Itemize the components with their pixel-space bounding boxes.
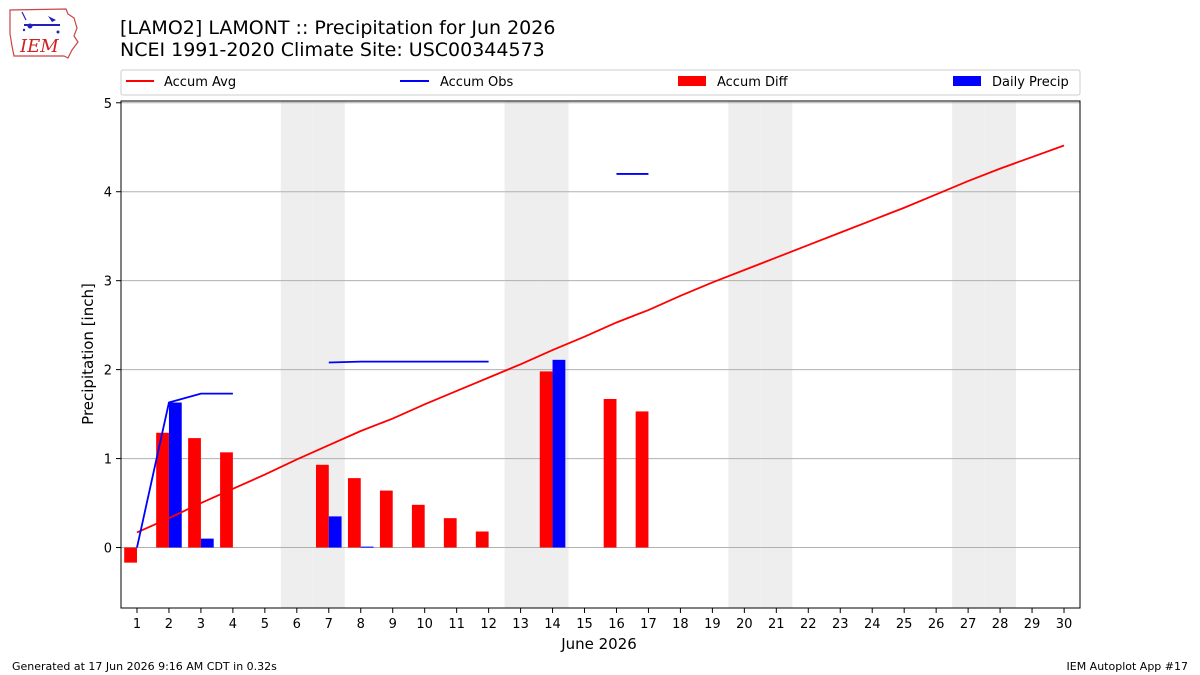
accum-diff-bar-11 — [443, 518, 457, 548]
x-tick-label-16: 16 — [608, 617, 625, 632]
accum-diff-bar-7 — [315, 464, 329, 548]
x-tick-label-14: 14 — [544, 617, 561, 632]
x-tick-label-23: 23 — [832, 617, 849, 632]
x-tick-label-24: 24 — [864, 617, 881, 632]
x-tick-label-13: 13 — [512, 617, 529, 632]
accum-obs-line-1 — [136, 392, 233, 548]
weekend-shading — [280, 101, 1017, 608]
weekend-band-20 — [728, 101, 761, 608]
x-tick-label-18: 18 — [672, 617, 689, 632]
weekend-band-13 — [504, 101, 537, 608]
generated-timestamp: Generated at 17 Jun 2026 9:16 AM CDT in … — [12, 660, 277, 673]
x-tick-label-30: 30 — [1056, 617, 1073, 632]
chart-title: [LAMO2] LAMONT :: Precipitation for Jun … — [120, 17, 555, 61]
x-tick-label-19: 19 — [704, 617, 721, 632]
y-tick-label-4: 4 — [104, 186, 112, 201]
bars-layer — [124, 359, 649, 563]
x-tick-label-17: 17 — [640, 617, 657, 632]
svg-text:IEM: IEM — [19, 36, 59, 57]
legend: Accum Avg Accum Obs Accum Diff Daily Pre… — [120, 69, 1081, 96]
x-tick-label-6: 6 — [293, 617, 301, 632]
y-axis-label: Precipitation [inch] — [79, 283, 97, 425]
accum-diff-bar-1 — [124, 547, 137, 563]
x-tick-label-28: 28 — [992, 617, 1009, 632]
x-tick-label-20: 20 — [736, 617, 753, 632]
accum-diff-bar-3 — [188, 438, 201, 548]
y-tick-label-3: 3 — [104, 275, 112, 290]
y-axis-ticks: 0 1 2 3 4 5 — [104, 97, 121, 557]
daily-precip-bar-14 — [552, 359, 566, 548]
x-tick-label-4: 4 — [229, 617, 237, 632]
plot-frame — [120, 100, 1081, 609]
x-tick-label-25: 25 — [896, 617, 913, 632]
accum-avg-line — [136, 144, 1065, 534]
app-identifier: IEM Autoplot App #17 — [1066, 660, 1189, 673]
x-tick-label-22: 22 — [800, 617, 817, 632]
iowa-state-outline-icon: IEM — [9, 8, 79, 59]
weekend-band-6 — [280, 101, 313, 608]
x-tick-label-21: 21 — [768, 617, 785, 632]
x-tick-label-3: 3 — [197, 617, 205, 632]
x-tick-label-26: 26 — [928, 617, 945, 632]
y-tick-label-5: 5 — [104, 97, 112, 112]
daily-precip-bar-3 — [200, 538, 214, 548]
legend-swatch-daily-precip — [953, 76, 981, 86]
accum-diff-bar-17 — [635, 411, 649, 548]
accum-diff-bar-16 — [603, 398, 617, 548]
x-tick-label-12: 12 — [480, 617, 497, 632]
daily-precip-bar-7 — [328, 516, 342, 548]
accum-obs-line-2 — [328, 360, 489, 364]
x-tick-label-27: 27 — [960, 617, 977, 632]
x-axis-ticks: 1 2 3 4 5 6 7 8 9 10 11 12 13 14 15 16 17 18 19 20 21 22 23 24 2… — [133, 608, 1072, 632]
weekend-band-21 — [760, 101, 793, 608]
accum-diff-bar-12 — [475, 531, 489, 548]
x-tick-label-10: 10 — [416, 617, 433, 632]
accum-diff-bar-4 — [220, 452, 233, 548]
x-axis-label: June 2026 — [560, 635, 637, 653]
x-tick-label-7: 7 — [325, 617, 333, 632]
legend-swatch-accum-diff — [678, 76, 706, 86]
legend-label-accum-diff: Accum Diff — [717, 75, 789, 90]
accum-diff-bar-14 — [539, 371, 553, 548]
x-tick-label-5: 5 — [261, 617, 269, 632]
x-tick-label-1: 1 — [133, 617, 141, 632]
y-tick-label-2: 2 — [104, 364, 112, 379]
x-tick-label-15: 15 — [576, 617, 593, 632]
accum-diff-bar-8 — [347, 478, 361, 548]
accum-diff-bar-9 — [379, 490, 393, 548]
legend-label-accum-avg: Accum Avg — [164, 75, 236, 90]
x-tick-label-2: 2 — [165, 617, 173, 632]
daily-precip-bar-8 — [360, 546, 374, 548]
iem-logo: IEM — [8, 6, 80, 60]
x-tick-label-9: 9 — [389, 617, 397, 632]
x-tick-label-29: 29 — [1024, 617, 1041, 632]
x-tick-label-11: 11 — [448, 617, 465, 632]
accum-diff-bar-10 — [411, 504, 425, 548]
y-gridlines — [121, 102, 1080, 549]
chart-title-line2: NCEI 1991-2020 Climate Site: USC00344573 — [120, 39, 545, 61]
x-tick-label-8: 8 — [357, 617, 365, 632]
y-tick-label-1: 1 — [104, 453, 112, 468]
lines-layer — [136, 144, 1065, 548]
legend-label-daily-precip: Daily Precip — [992, 75, 1069, 90]
y-tick-label-0: 0 — [104, 542, 112, 557]
daily-precip-bar-2 — [168, 402, 182, 548]
legend-label-accum-obs: Accum Obs — [440, 75, 513, 90]
chart-title-line1: [LAMO2] LAMONT :: Precipitation for Jun … — [120, 17, 556, 39]
weekend-band-28 — [984, 101, 1017, 608]
